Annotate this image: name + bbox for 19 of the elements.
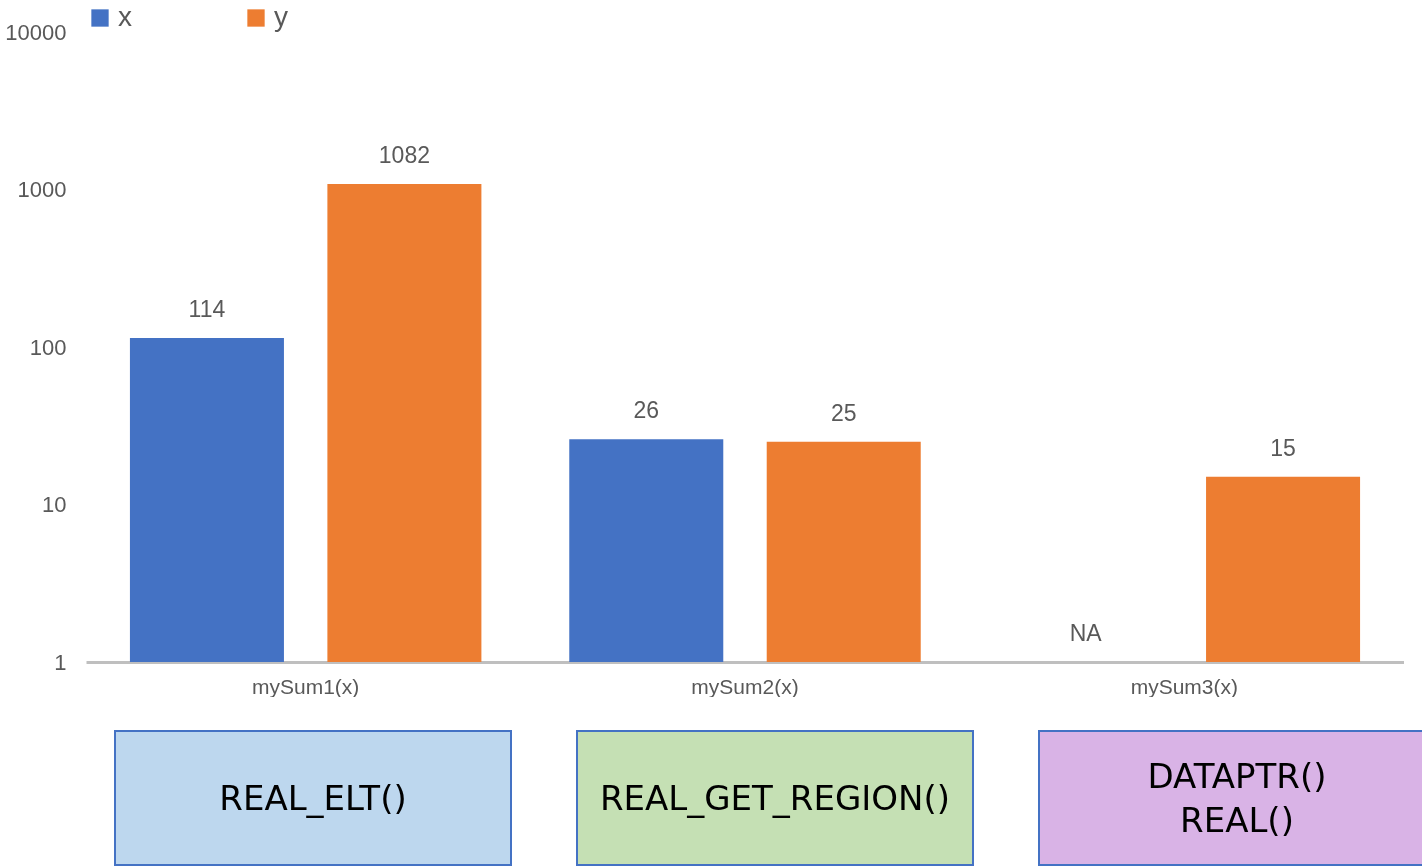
y-tick-label: 1 xyxy=(54,649,67,675)
text: DATAPTR() REAL() xyxy=(1038,730,1422,866)
x-tick-label: mySum2(x) xyxy=(691,674,799,698)
legend-label: x xyxy=(118,1,132,32)
data-label: 26 xyxy=(633,397,660,424)
y-tick-label: 100 xyxy=(29,334,67,360)
data-label: 25 xyxy=(830,399,857,426)
y-tick-label: 1000 xyxy=(17,177,67,202)
data-label: 15 xyxy=(1270,434,1296,461)
y-tick-label: 10 xyxy=(42,492,67,517)
data-label: 1082 xyxy=(378,142,430,169)
legend-label: y xyxy=(274,1,288,32)
text: REAL_GET_REGION() xyxy=(576,730,974,866)
x-tick-label: mySum3(x) xyxy=(1130,674,1239,698)
text: REAL_ELT() xyxy=(114,730,512,866)
data-label: 114 xyxy=(188,296,226,323)
y-tick-label: 10000 xyxy=(5,19,67,45)
x-tick-label: mySum1(x) xyxy=(251,674,360,698)
text: NA xyxy=(1069,620,1102,646)
